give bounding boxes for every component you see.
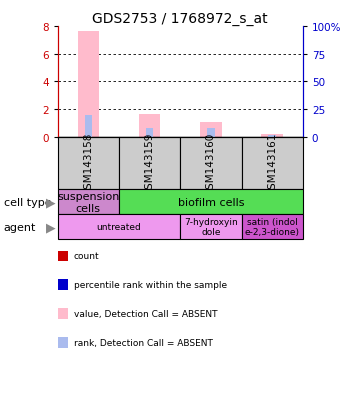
Bar [268, 135, 276, 138]
Text: count: count [74, 252, 99, 261]
Text: ▶: ▶ [46, 221, 56, 234]
Bar [119, 138, 180, 190]
Bar [180, 138, 241, 190]
Bar [119, 190, 303, 215]
Bar [85, 115, 92, 138]
Bar [200, 123, 222, 138]
Text: ▶: ▶ [46, 196, 56, 209]
Text: biofilm cells: biofilm cells [177, 197, 244, 207]
Text: untreated: untreated [97, 223, 141, 232]
Text: rank, Detection Call = ABSENT: rank, Detection Call = ABSENT [74, 338, 212, 347]
Bar [261, 135, 283, 138]
Bar [207, 129, 215, 138]
Bar [58, 138, 119, 190]
Bar [58, 215, 180, 240]
Text: GSM143161: GSM143161 [267, 132, 277, 195]
Text: suspension
cells: suspension cells [57, 192, 120, 213]
Bar [78, 32, 99, 138]
Title: GDS2753 / 1768972_s_at: GDS2753 / 1768972_s_at [92, 12, 268, 26]
Bar [146, 129, 153, 138]
Bar [241, 215, 303, 240]
Text: GSM143158: GSM143158 [83, 132, 93, 195]
Text: satin (indol
e-2,3-dione): satin (indol e-2,3-dione) [245, 218, 300, 237]
Text: cell type: cell type [4, 197, 51, 207]
Bar [180, 215, 241, 240]
Text: 7-hydroxyin
dole: 7-hydroxyin dole [184, 218, 238, 237]
Bar [241, 138, 303, 190]
Bar [58, 190, 119, 215]
Text: agent: agent [4, 222, 36, 232]
Bar [139, 115, 160, 138]
Text: GSM143160: GSM143160 [206, 132, 216, 195]
Text: percentile rank within the sample: percentile rank within the sample [74, 280, 227, 290]
Text: value, Detection Call = ABSENT: value, Detection Call = ABSENT [74, 309, 217, 318]
Text: GSM143159: GSM143159 [145, 132, 155, 195]
